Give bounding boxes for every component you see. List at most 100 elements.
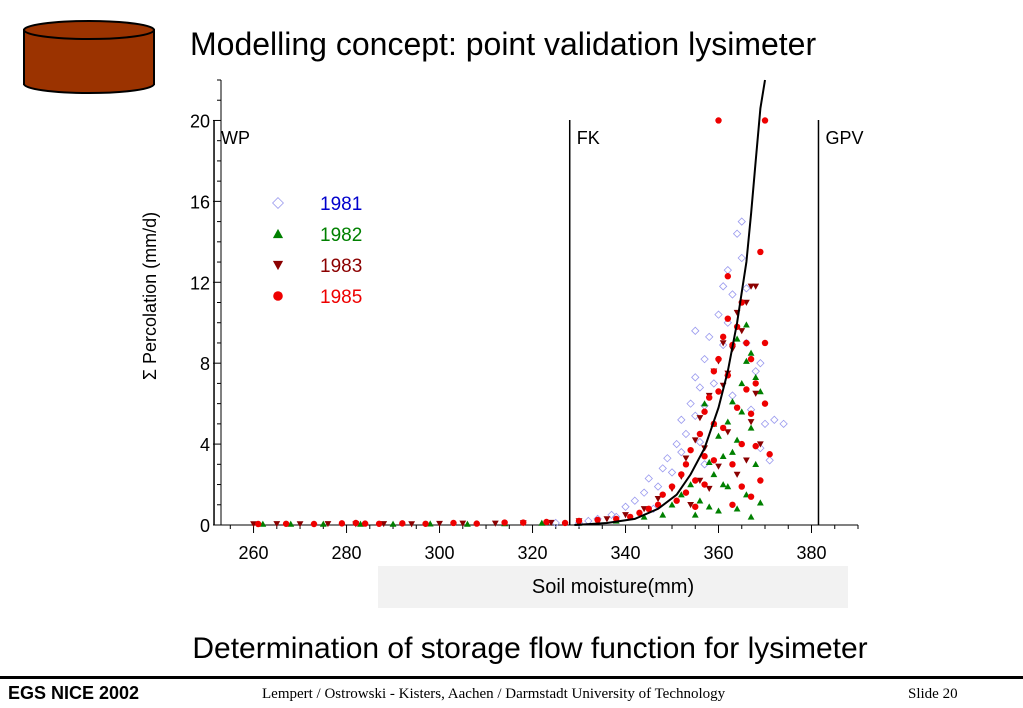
data-point: [324, 521, 332, 528]
data-point: [658, 464, 667, 473]
data-point: [715, 507, 722, 514]
data-point: [743, 386, 750, 393]
y-tick-label: 12: [190, 273, 210, 293]
data-point: [701, 408, 708, 415]
footer-authors: Lempert / Ostrowski - Kisters, Aachen / …: [262, 686, 726, 702]
data-point: [719, 340, 727, 347]
data-point: [718, 282, 728, 291]
data-point: [747, 349, 755, 356]
data-point: [705, 332, 714, 342]
data-point: [747, 419, 755, 426]
data-point: [724, 483, 732, 490]
data-point: [561, 519, 569, 527]
data-point: [691, 326, 700, 335]
data-point: [464, 520, 471, 527]
data-point: [310, 520, 318, 528]
data-point: [695, 437, 705, 447]
data-point: [724, 418, 732, 425]
cylinder-top: [23, 20, 155, 40]
data-point: [733, 404, 741, 411]
legend-marker: [272, 260, 284, 271]
data-point: [361, 520, 369, 527]
data-point: [644, 474, 653, 483]
data-point: [714, 310, 723, 319]
data-point: [747, 493, 755, 500]
fit-curve-group: [574, 79, 766, 526]
data-point: [399, 520, 406, 527]
y-tick-label: 4: [200, 435, 210, 455]
data-point: [473, 520, 480, 527]
data-point: [732, 229, 742, 238]
data-point: [766, 451, 773, 458]
data-point: [691, 411, 700, 420]
data-point: [621, 502, 630, 511]
legend-label: 1983: [320, 256, 362, 277]
footer-conference: EGS NICE 2002: [8, 683, 140, 703]
data-point: [681, 429, 691, 439]
data-point: [747, 355, 755, 363]
cylinder-icon: [23, 20, 155, 94]
data-point: [724, 429, 732, 436]
x-tick-label: 380: [796, 543, 826, 563]
data-point: [719, 481, 727, 488]
x-axis-label-box: Soil moisture(mm): [378, 566, 848, 608]
data-point: [538, 519, 546, 526]
reference-lines-group: WP FK GPV: [213, 120, 863, 525]
data-point: [682, 489, 690, 496]
data-point: [743, 357, 750, 364]
data-point: [630, 496, 639, 505]
y-tick-label: 0: [200, 516, 210, 536]
data-point: [375, 520, 383, 527]
data-point: [436, 520, 443, 527]
data-point: [743, 457, 750, 464]
slide-subtitle: Determination of storage flow function f…: [192, 632, 868, 665]
data-point: [696, 415, 704, 422]
data-point: [715, 432, 722, 439]
data-point: [710, 471, 718, 478]
data-point: [710, 457, 718, 464]
data-point: [752, 460, 760, 468]
data-point: [687, 446, 694, 454]
legend-item-1982: 1982: [272, 225, 362, 246]
x-tick-label: 320: [518, 543, 548, 563]
data-point: [756, 388, 764, 395]
data-point: [747, 283, 755, 290]
data-point: [639, 488, 649, 497]
legend-marker: [272, 228, 284, 239]
legend-marker: [272, 197, 284, 209]
data-point: [296, 521, 304, 528]
data-point: [673, 497, 680, 504]
data-point: [654, 495, 662, 503]
data-point: [705, 458, 713, 466]
footer-divider: [0, 676, 1023, 679]
data-point: [757, 477, 764, 484]
data-point: [761, 339, 769, 347]
data-point: [701, 481, 708, 488]
data-point: [719, 333, 727, 341]
data-point: [687, 481, 695, 488]
data-point: [408, 521, 416, 528]
data-point: [706, 394, 713, 401]
data-point: [752, 390, 760, 397]
data-point: [752, 373, 760, 381]
data-point: [723, 318, 732, 327]
slide-title: Modelling concept: point validation lysi…: [190, 26, 817, 62]
data-point: [695, 383, 705, 392]
data-point: [338, 520, 346, 527]
data-point: [738, 380, 746, 387]
data-point: [747, 513, 755, 520]
data-point: [723, 265, 732, 275]
data-point: [682, 461, 690, 468]
data-point: [389, 520, 397, 527]
data-point: [747, 424, 755, 431]
axes-group: 260 280 300 320 340 360 380 0 4 8 12 16 20: [190, 79, 859, 563]
x-tick-label: 280: [332, 543, 362, 563]
x-tick-label: 340: [610, 543, 640, 563]
data-point: [501, 519, 508, 526]
data-point: [733, 505, 741, 512]
reference-line-label: WP: [221, 128, 250, 148]
data-point: [738, 483, 745, 490]
data-point: [705, 503, 713, 510]
x-tick-label: 260: [239, 543, 269, 563]
